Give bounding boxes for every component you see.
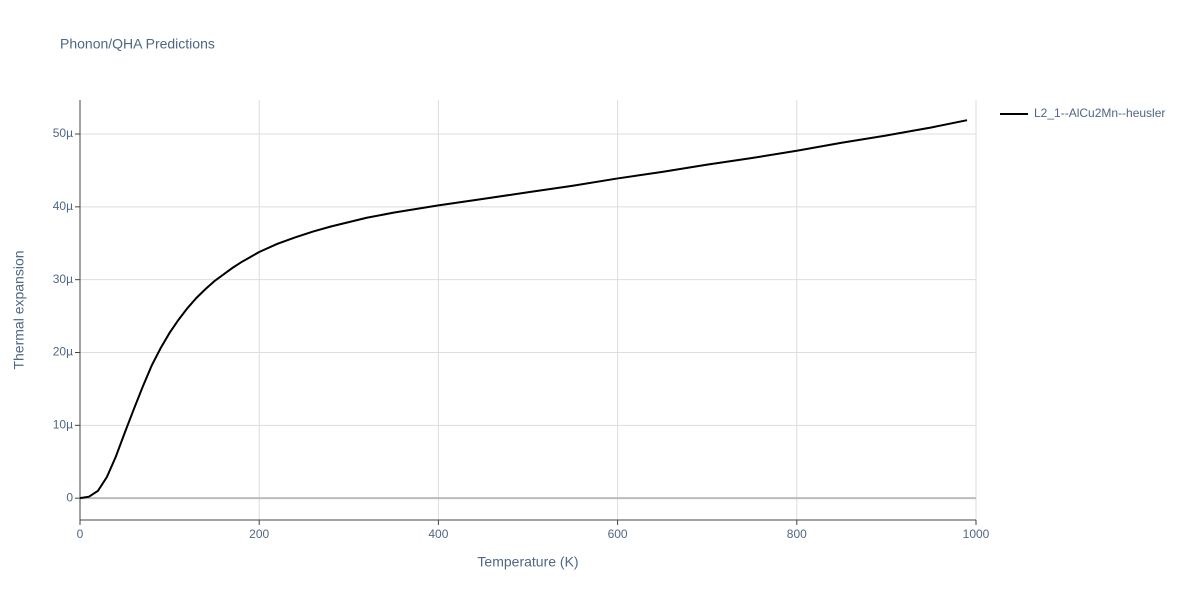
y-tick-label: 20µ xyxy=(53,345,73,359)
legend-label: L2_1--AlCu2Mn--heusler xyxy=(1034,106,1165,120)
data-line xyxy=(79,119,968,500)
y-tick-label: 30µ xyxy=(53,272,73,286)
x-axis-title: Temperature (K) xyxy=(477,554,578,570)
x-tick-label: 1000 xyxy=(963,527,990,541)
y-tick-label: 40µ xyxy=(53,199,73,213)
x-tick-label: 600 xyxy=(608,527,628,541)
x-tick-label: 800 xyxy=(787,527,807,541)
y-tick-label: 0 xyxy=(66,490,73,504)
y-tick-label: 10µ xyxy=(53,417,73,431)
y-tick-label: 50µ xyxy=(53,126,73,140)
x-tick-label: 0 xyxy=(77,527,84,541)
x-tick-label: 400 xyxy=(428,527,448,541)
chart-title: Phonon/QHA Predictions xyxy=(60,36,215,52)
y-axis-title: Thermal expansion xyxy=(11,250,27,369)
x-tick-label: 200 xyxy=(249,527,269,541)
